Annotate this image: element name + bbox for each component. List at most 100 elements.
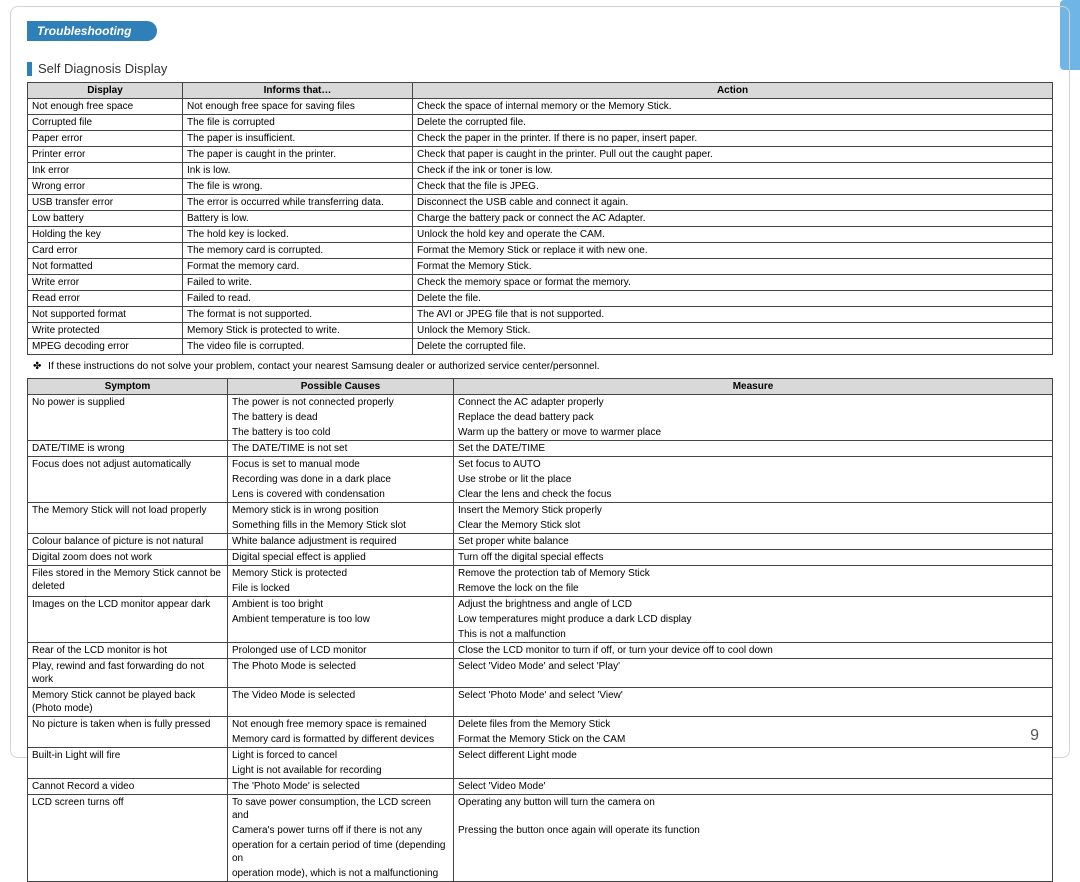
table-cell: The paper is caught in the printer. xyxy=(183,147,413,163)
symptom-cell: No picture is taken when is fully presse… xyxy=(28,717,228,748)
cause-cell: Camera's power turns off if there is not… xyxy=(228,823,454,838)
symptom-cell: LCD screen turns off xyxy=(28,795,228,882)
measure-cell: This is not a malfunction xyxy=(454,627,1053,643)
note-text: If these instructions do not solve your … xyxy=(48,361,599,372)
table-row: Card errorThe memory card is corrupted.F… xyxy=(28,243,1053,259)
symptom-cell: Rear of the LCD monitor is hot xyxy=(28,643,228,659)
measure-cell: Set the DATE/TIME xyxy=(454,441,1053,457)
col-display: Display xyxy=(28,83,183,99)
measure-cell xyxy=(454,866,1053,882)
table-cell: Not enough free space for saving files xyxy=(183,99,413,115)
measure-cell: Delete files from the Memory Stick xyxy=(454,717,1053,733)
table-row: Digital zoom does not workDigital specia… xyxy=(28,550,1053,566)
measure-cell: Turn off the digital special effects xyxy=(454,550,1053,566)
note-line: ✤ If these instructions do not solve you… xyxy=(33,361,1053,372)
symptom-cell: DATE/TIME is wrong xyxy=(28,441,228,457)
table-row: Rear of the LCD monitor is hotProlonged … xyxy=(28,643,1053,659)
table-cell: Failed to read. xyxy=(183,291,413,307)
table-cell: Format the Memory Stick or replace it wi… xyxy=(413,243,1053,259)
measure-cell: Use strobe or lit the place xyxy=(454,472,1053,487)
measure-cell xyxy=(454,763,1053,779)
measure-cell: Select 'Photo Mode' and select 'View' xyxy=(454,688,1053,717)
page-number: 9 xyxy=(1030,727,1039,745)
measure-cell: Connect the AC adapter properly xyxy=(454,395,1053,411)
content-frame: Troubleshooting Self Diagnosis Display D… xyxy=(10,6,1070,758)
table-cell: Check that paper is caught in the printe… xyxy=(413,147,1053,163)
table-row: Images on the LCD monitor appear darkAmb… xyxy=(28,597,1053,613)
table-cell: Check the paper in the printer. If there… xyxy=(413,131,1053,147)
symptom-cell: Focus does not adjust automatically xyxy=(28,457,228,503)
measure-cell xyxy=(454,838,1053,866)
table-cell: Ink error xyxy=(28,163,183,179)
cause-cell: Digital special effect is applied xyxy=(228,550,454,566)
diamond-icon: ✤ xyxy=(33,361,41,372)
cause-cell: The Video Mode is selected xyxy=(228,688,454,717)
table-cell: The memory card is corrupted. xyxy=(183,243,413,259)
table-row: Focus does not adjust automaticallyFocus… xyxy=(28,457,1053,473)
table-cell: Paper error xyxy=(28,131,183,147)
symptom-cell: No power is supplied xyxy=(28,395,228,441)
cause-cell: operation mode), which is not a malfunct… xyxy=(228,866,454,882)
table-cell: Delete the corrupted file. xyxy=(413,115,1053,131)
table-cell: USB transfer error xyxy=(28,195,183,211)
cause-cell: Prolonged use of LCD monitor xyxy=(228,643,454,659)
col-causes: Possible Causes xyxy=(228,379,454,395)
cause-cell: To save power consumption, the LCD scree… xyxy=(228,795,454,824)
cause-cell: Something fills in the Memory Stick slot xyxy=(228,518,454,534)
col-measure: Measure xyxy=(454,379,1053,395)
table-cell: Low battery xyxy=(28,211,183,227)
table-row: Wrong errorThe file is wrong.Check that … xyxy=(28,179,1053,195)
table-row: Cannot Record a videoThe 'Photo Mode' is… xyxy=(28,779,1053,795)
cause-cell: Not enough free memory space is remained xyxy=(228,717,454,733)
subheading-bar xyxy=(27,62,32,76)
cause-cell: Light is not available for recording xyxy=(228,763,454,779)
measure-cell: Low temperatures might produce a dark LC… xyxy=(454,612,1053,627)
cause-cell: Recording was done in a dark place xyxy=(228,472,454,487)
table-cell: The AVI or JPEG file that is not support… xyxy=(413,307,1053,323)
table-cell: Delete the corrupted file. xyxy=(413,339,1053,355)
table-row: Holding the keyThe hold key is locked.Un… xyxy=(28,227,1053,243)
table-cell: Write error xyxy=(28,275,183,291)
subheading-text: Self Diagnosis Display xyxy=(38,61,167,76)
col-action: Action xyxy=(413,83,1053,99)
table-row: USB transfer errorThe error is occurred … xyxy=(28,195,1053,211)
table-cell: The paper is insufficient. xyxy=(183,131,413,147)
cause-cell: The Photo Mode is selected xyxy=(228,659,454,688)
cause-cell: The power is not connected properly xyxy=(228,395,454,411)
table-row: Read errorFailed to read.Delete the file… xyxy=(28,291,1053,307)
table-cell: The file is wrong. xyxy=(183,179,413,195)
table-cell: Read error xyxy=(28,291,183,307)
table-row: Files stored in the Memory Stick cannot … xyxy=(28,566,1053,582)
measure-cell: Insert the Memory Stick properly xyxy=(454,503,1053,519)
symptom-cell: Colour balance of picture is not natural xyxy=(28,534,228,550)
table-row: Colour balance of picture is not natural… xyxy=(28,534,1053,550)
table-cell: Check if the ink or toner is low. xyxy=(413,163,1053,179)
table-header-row: Symptom Possible Causes Measure xyxy=(28,379,1053,395)
measure-cell: Select different Light mode xyxy=(454,748,1053,764)
table-row: No picture is taken when is fully presse… xyxy=(28,717,1053,733)
symptom-cell: Cannot Record a video xyxy=(28,779,228,795)
measure-cell: Adjust the brightness and angle of LCD xyxy=(454,597,1053,613)
table-row: Write protectedMemory Stick is protected… xyxy=(28,323,1053,339)
measure-cell: Pressing the button once again will oper… xyxy=(454,823,1053,838)
table-cell: Corrupted file xyxy=(28,115,183,131)
table-cell: Not formatted xyxy=(28,259,183,275)
table-cell: Card error xyxy=(28,243,183,259)
table-cell: Unlock the hold key and operate the CAM. xyxy=(413,227,1053,243)
symptom-cell: Memory Stick cannot be played back (Phot… xyxy=(28,688,228,717)
table-cell: Check that the file is JPEG. xyxy=(413,179,1053,195)
measure-cell: Operating any button will turn the camer… xyxy=(454,795,1053,824)
symptom-cell: Built-in Light will fire xyxy=(28,748,228,779)
table-cell: Unlock the Memory Stick. xyxy=(413,323,1053,339)
table-header-row: Display Informs that… Action xyxy=(28,83,1053,99)
subheading: Self Diagnosis Display xyxy=(27,61,1053,76)
measure-cell: Clear the lens and check the focus xyxy=(454,487,1053,503)
table-cell: Battery is low. xyxy=(183,211,413,227)
cause-cell xyxy=(228,627,454,643)
cause-cell: The 'Photo Mode' is selected xyxy=(228,779,454,795)
cause-cell: Ambient is too bright xyxy=(228,597,454,613)
table-cell: Printer error xyxy=(28,147,183,163)
table-cell: The video file is corrupted. xyxy=(183,339,413,355)
table-row: Not formattedFormat the memory card.Form… xyxy=(28,259,1053,275)
table-row: Memory Stick cannot be played back (Phot… xyxy=(28,688,1053,717)
